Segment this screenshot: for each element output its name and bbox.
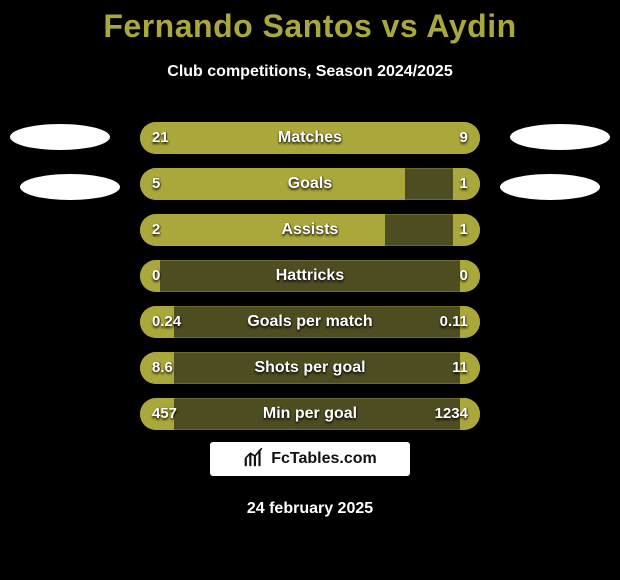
- stat-row: 8.6 11Shots per goal: [140, 352, 480, 384]
- player-left-badge-2: [20, 174, 120, 200]
- stat-row: 4571234Min per goal: [140, 398, 480, 430]
- stat-value-left: 5: [140, 168, 172, 200]
- stat-value-right: 9: [448, 122, 480, 154]
- stat-value-right: 11: [440, 352, 480, 384]
- brand-badge[interactable]: FcTables.com: [210, 442, 410, 476]
- date-label: 24 february 2025: [0, 500, 620, 518]
- stat-value-left: 21: [140, 122, 181, 154]
- stat-value-right: 1234: [423, 398, 480, 430]
- stat-bar-left-fill: [140, 214, 385, 246]
- stat-value-left: 8.6: [140, 352, 185, 384]
- brand-chart-icon: [243, 446, 265, 473]
- stat-value-right: 1: [448, 214, 480, 246]
- stat-label: Hattricks: [140, 260, 480, 292]
- comparison-card: Fernando Santos vs Aydin Club competitio…: [0, 0, 620, 580]
- page-title: Fernando Santos vs Aydin: [0, 8, 620, 45]
- stat-row: 51Goals: [140, 168, 480, 200]
- stat-row: 219Matches: [140, 122, 480, 154]
- player-left-badge-1: [10, 124, 110, 150]
- stat-row: 21Assists: [140, 214, 480, 246]
- stat-value-left: 2: [140, 214, 172, 246]
- stat-value-left: 0.24: [140, 306, 193, 338]
- player-right-badge-2: [500, 174, 600, 200]
- stat-value-right: 0.11: [428, 306, 480, 338]
- brand-text: FcTables.com: [271, 450, 377, 468]
- stat-row: 0.240.11Goals per match: [140, 306, 480, 338]
- stat-value-right: 0: [448, 260, 480, 292]
- stat-label: Shots per goal: [140, 352, 480, 384]
- player-right-badge-1: [510, 124, 610, 150]
- stat-value-left: 457: [140, 398, 189, 430]
- subtitle: Club competitions, Season 2024/2025: [0, 63, 620, 81]
- stat-bars: 219Matches51Goals21Assists00Hattricks0.2…: [140, 122, 480, 444]
- stat-row: 0 0Hattricks: [140, 260, 480, 292]
- stat-bar-left-fill: [140, 168, 405, 200]
- stat-value-left: 0: [140, 260, 172, 292]
- stat-value-right: 1: [448, 168, 480, 200]
